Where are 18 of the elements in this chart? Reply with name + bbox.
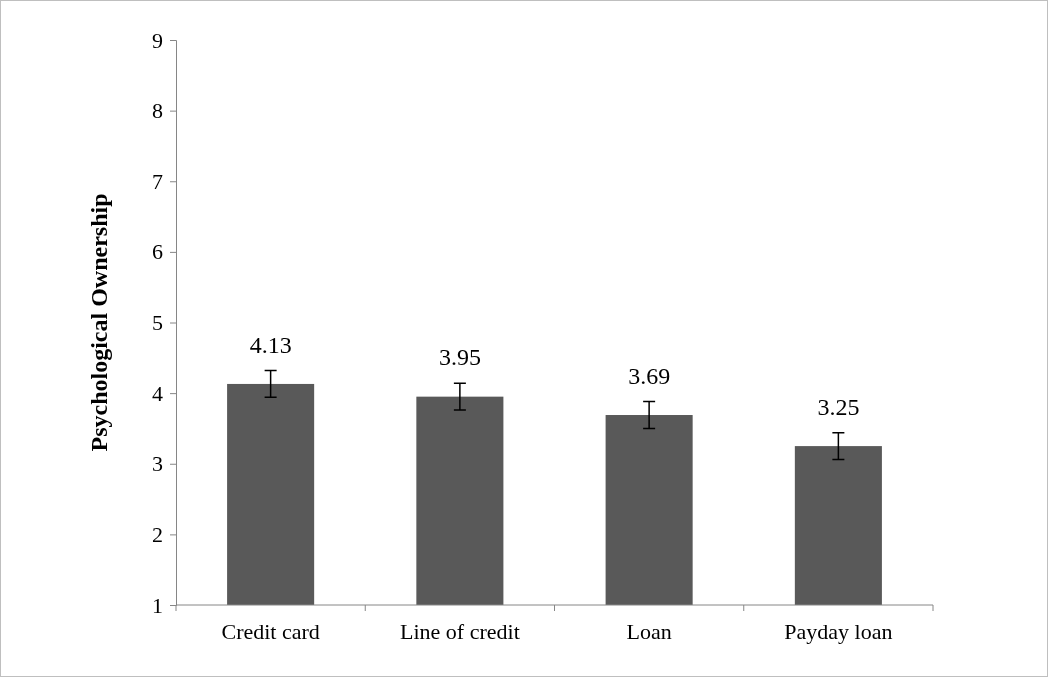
y-tick-label: 5 (152, 310, 163, 336)
x-tick-label: Credit card (221, 618, 320, 644)
x-tick-label: Line of credit (400, 618, 520, 644)
y-axis-title: Psychological Ownership (86, 193, 112, 452)
x-tick-label: Payday loan (784, 618, 893, 644)
data-label: 3.25 (817, 393, 860, 420)
x-tick-label: Loan (626, 618, 672, 644)
y-tick-label: 1 (152, 592, 163, 618)
y-tick-label: 4 (152, 380, 163, 406)
data-label: 3.69 (628, 362, 671, 389)
data-label: 3.95 (438, 344, 481, 371)
data-label: 4.13 (249, 331, 292, 358)
y-tick-label: 6 (152, 239, 163, 265)
y-tick-label: 3 (152, 451, 163, 477)
y-tick-label: 2 (152, 521, 163, 547)
y-tick-label: 7 (152, 168, 163, 194)
y-tick-label: 8 (152, 98, 163, 124)
y-tick-label: 9 (152, 27, 163, 53)
